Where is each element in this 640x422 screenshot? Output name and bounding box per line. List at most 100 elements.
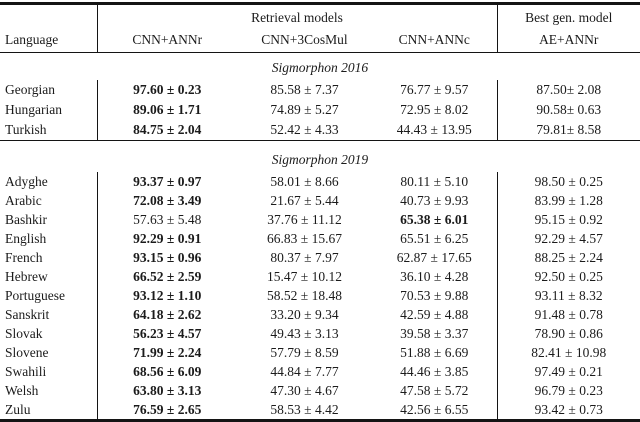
value-cell: 44.84 ± 7.77 xyxy=(270,363,339,379)
value-cell: 95.15 ± 0.92 xyxy=(496,210,640,229)
value-cell: 87.50± 2.08 xyxy=(496,80,640,100)
language-cell: Adyghe xyxy=(0,172,98,191)
value-cell: 63.80 ± 3.13 xyxy=(133,382,202,398)
value-cell: 58.52 ± 18.48 xyxy=(267,287,342,303)
value-cell: 33.20 ± 9.34 xyxy=(270,306,339,322)
value-cell: 21.67 ± 5.44 xyxy=(270,192,339,208)
value-cell: 36.10 ± 4.28 xyxy=(400,268,469,284)
value-cell: 79.81± 8.58 xyxy=(496,120,640,141)
language-cell: Zulu xyxy=(0,400,98,421)
value-cell: 47.58 ± 5.72 xyxy=(400,382,469,398)
column-header-ae-annr: AE+ANNr xyxy=(496,27,640,53)
value-cell: 71.99 ± 2.24 xyxy=(133,344,202,360)
section-title: Sigmorphon 2019 xyxy=(271,152,369,167)
value-cell: 92.29 ± 0.91 xyxy=(133,230,202,246)
value-cell: 57.79 ± 8.59 xyxy=(270,344,339,360)
language-cell: Hebrew xyxy=(0,267,98,286)
table-row: Adyghe 93.37 ± 0.97 58.01 ± 8.66 80.11 ± 5.… xyxy=(0,172,640,191)
value-cell: 93.42 ± 0.73 xyxy=(496,400,640,421)
value-cell: 51.88 ± 6.69 xyxy=(400,344,469,360)
value-cell: 66.52 ± 2.59 xyxy=(133,268,202,284)
value-cell: 70.53 ± 9.88 xyxy=(400,287,469,303)
value-cell: 42.56 ± 6.55 xyxy=(400,401,469,417)
value-cell: 44.46 ± 3.85 xyxy=(400,363,469,379)
value-cell: 64.18 ± 2.62 xyxy=(133,306,202,322)
header-language-spacer xyxy=(0,3,98,27)
value-cell: 92.29 ± 4.57 xyxy=(496,229,640,248)
section-title-row: Sigmorphon 2016 xyxy=(0,53,640,81)
column-header-cnn-3cosmul: CNN+3CosMul xyxy=(237,27,372,53)
value-cell: 52.42 ± 4.33 xyxy=(237,120,372,141)
language-cell: Slovene xyxy=(0,343,98,362)
value-cell: 93.37 ± 0.97 xyxy=(133,173,202,189)
column-header-cnn-annc: CNN+ANNc xyxy=(372,27,497,53)
value-cell: 66.83 ± 15.67 xyxy=(267,230,342,246)
value-cell: 58.01 ± 8.66 xyxy=(270,173,339,189)
value-cell: 72.08 ± 3.49 xyxy=(133,192,202,208)
value-cell: 93.15 ± 0.96 xyxy=(133,249,202,265)
value-cell: 88.25 ± 2.24 xyxy=(496,248,640,267)
table-row: English 92.29 ± 0.91 66.83 ± 15.67 65.51 ± … xyxy=(0,229,640,248)
value-cell: 56.23 ± 4.57 xyxy=(133,325,202,341)
language-cell: Turkish xyxy=(0,120,98,141)
value-cell: 44.43 ± 13.95 xyxy=(372,120,497,141)
value-cell: 98.50 ± 0.25 xyxy=(496,172,640,191)
value-cell: 85.58 ± 7.37 xyxy=(270,82,339,97)
value-cell: 96.79 ± 0.23 xyxy=(496,381,640,400)
language-cell: Swahili xyxy=(0,362,98,381)
value-cell: 42.59 ± 4.88 xyxy=(400,306,469,322)
value-cell: 62.87 ± 17.65 xyxy=(396,249,472,265)
language-cell: Welsh xyxy=(0,381,98,400)
value-cell: 93.11 ± 8.32 xyxy=(496,286,640,305)
language-cell: Slovak xyxy=(0,324,98,343)
value-cell: 84.75 ± 2.04 xyxy=(97,120,237,141)
language-cell: Bashkir xyxy=(0,210,98,229)
value-cell: 65.38 ± 6.01 xyxy=(400,211,469,227)
language-cell: Sanskrit xyxy=(0,305,98,324)
column-header-language: Language xyxy=(0,27,98,53)
value-cell: 40.73 ± 9.93 xyxy=(400,192,469,208)
table-row: Arabic 72.08 ± 3.49 21.67 ± 5.44 40.73 ± 9.… xyxy=(0,191,640,210)
value-cell: 80.11 ± 5.10 xyxy=(400,173,469,189)
value-cell: 49.43 ± 3.13 xyxy=(270,325,339,341)
value-cell: 93.12 ± 1.10 xyxy=(133,287,202,303)
table-row: Slovak 56.23 ± 4.57 49.43 ± 3.13 39.58 ± 3.… xyxy=(0,324,640,343)
table-body: Sigmorphon 2016 Georgian 97.60 ± 0.23 85.58… xyxy=(0,53,640,421)
value-cell: 74.89 ± 5.27 xyxy=(270,102,339,117)
value-cell: 72.95 ± 8.02 xyxy=(400,102,469,117)
table-row: Slovene 71.99 ± 2.24 57.79 ± 8.59 51.88 ± 6… xyxy=(0,343,640,362)
value-cell: 15.47 ± 10.12 xyxy=(267,268,342,284)
value-cell: 57.63 ± 5.48 xyxy=(133,211,202,227)
table-row: Welsh 63.80 ± 3.13 47.30 ± 4.67 47.58 ± 5.7… xyxy=(0,381,640,400)
table-row: Hungarian 89.06 ± 1.71 74.89 ± 5.27 72.95 ±… xyxy=(0,100,640,120)
column-header-cnn-annr: CNN+ANNr xyxy=(97,27,237,53)
value-cell: 97.60 ± 0.23 xyxy=(133,82,202,97)
value-cell: 97.49 ± 0.21 xyxy=(496,362,640,381)
header-column-row: Language CNN+ANNr CNN+3CosMul CNN+ANNc A… xyxy=(0,27,640,53)
table-row: Portuguese 93.12 ± 1.10 58.52 ± 18.48 70.53… xyxy=(0,286,640,305)
value-cell: 76.77 ± 9.57 xyxy=(400,82,469,97)
table-row: Swahili 68.56 ± 6.09 44.84 ± 7.77 44.46 ± 3… xyxy=(0,362,640,381)
table-row: Georgian 97.60 ± 0.23 85.58 ± 7.37 76.77 ± … xyxy=(0,80,640,100)
table-row: Turkish 84.75 ± 2.04 52.42 ± 4.33 44.43 ± 1… xyxy=(0,120,640,141)
table-row: Sanskrit 64.18 ± 2.62 33.20 ± 9.34 42.59 ± … xyxy=(0,305,640,324)
table-row: French 93.15 ± 0.96 80.37 ± 7.97 62.87 ± 17… xyxy=(0,248,640,267)
table-row: Zulu 76.59 ± 2.65 58.53 ± 4.42 42.56 ± 6.55… xyxy=(0,400,640,421)
table-row: Hebrew 66.52 ± 2.59 15.47 ± 10.12 36.10 ± 4… xyxy=(0,267,640,286)
language-cell: Hungarian xyxy=(0,100,98,120)
value-cell: 90.58± 0.63 xyxy=(496,100,640,120)
value-cell: 89.06 ± 1.71 xyxy=(133,102,202,117)
value-cell: 92.50 ± 0.25 xyxy=(496,267,640,286)
header-best-gen-group: Best gen. model xyxy=(496,3,640,27)
language-cell: Georgian xyxy=(0,80,98,100)
value-cell: 91.48 ± 0.78 xyxy=(496,305,640,324)
header-retrieval-group: Retrieval models xyxy=(251,10,343,25)
value-cell: 80.37 ± 7.97 xyxy=(270,249,339,265)
section-title-row: Sigmorphon 2019 xyxy=(0,141,640,173)
value-cell: 65.51 ± 6.25 xyxy=(400,230,469,246)
value-cell: 58.53 ± 4.42 xyxy=(270,401,339,417)
value-cell: 47.30 ± 4.67 xyxy=(270,382,339,398)
header-group-row: Retrieval models Best gen. model xyxy=(0,3,640,27)
value-cell: 39.58 ± 3.37 xyxy=(400,325,469,341)
